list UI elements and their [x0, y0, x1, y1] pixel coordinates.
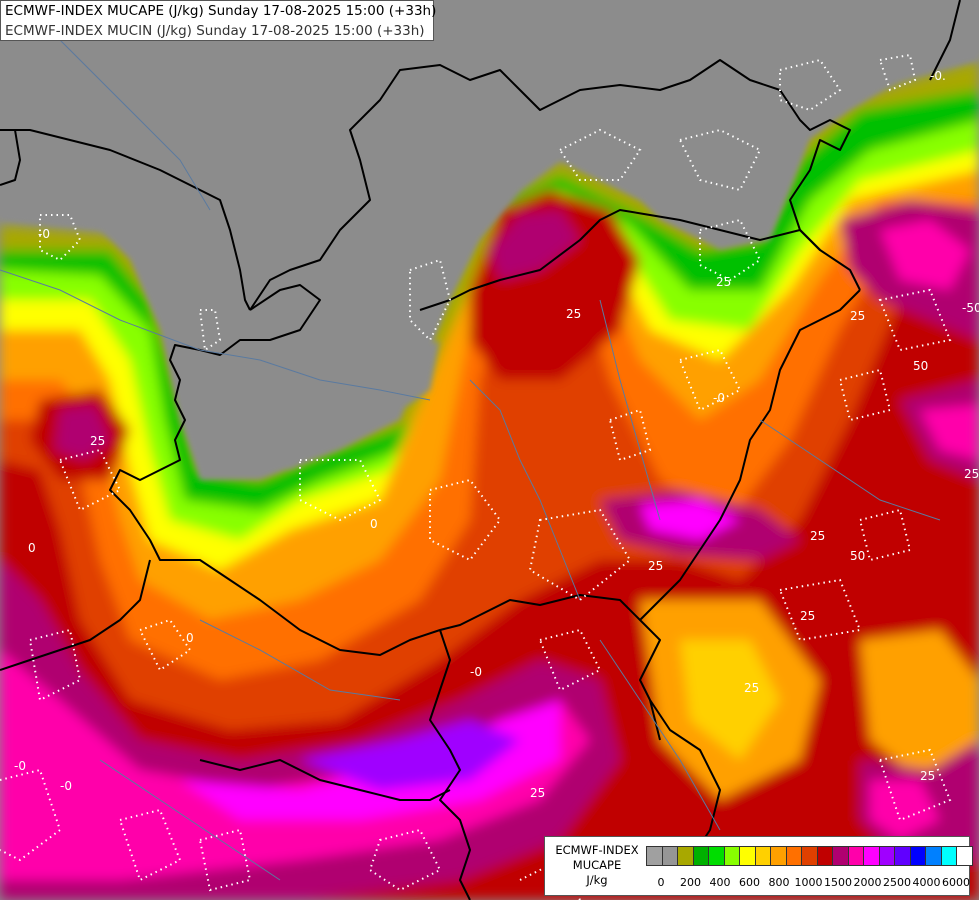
- legend-swatch: [661, 846, 678, 866]
- cin-label: 25: [920, 769, 935, 783]
- cin-label: 25: [800, 609, 815, 623]
- legend-swatch: [646, 846, 663, 866]
- legend-swatch: [754, 846, 771, 866]
- cin-label: 25: [964, 467, 979, 481]
- cin-label: -50: [962, 301, 979, 315]
- legend-swatch: [894, 846, 911, 866]
- rivers: [0, 39, 941, 881]
- legend-tick-label: 4000: [912, 876, 941, 889]
- legend-swatch: [956, 846, 973, 866]
- legend-line3: J/kg: [586, 873, 608, 887]
- map-title-box: ECMWF-INDEX MUCAPE (J/kg) Sunday 17-08-2…: [0, 0, 437, 41]
- cin-label: 25: [716, 275, 731, 289]
- legend-swatch: [770, 846, 787, 866]
- cin-label: -0: [713, 391, 725, 405]
- cin-label: 50: [913, 359, 928, 373]
- no-data-overlay: [0, 0, 979, 480]
- mucape-title: ECMWF-INDEX MUCAPE (J/kg) Sunday 17-08-2…: [5, 3, 437, 19]
- cape-field: [0, 60, 979, 900]
- legend-swatch: [847, 846, 864, 866]
- cin-label: 50: [850, 549, 865, 563]
- legend-swatch: [909, 846, 926, 866]
- cin-label: -0: [470, 665, 482, 679]
- cin-label: 25: [744, 681, 759, 695]
- cin-label: 0: [370, 517, 378, 531]
- legend-tick-label: 1000: [794, 876, 823, 889]
- legend-title: ECMWF-INDEX MUCAPE J/kg: [549, 843, 645, 888]
- legend-swatch: [723, 846, 740, 866]
- legend-tick-label: 2500: [883, 876, 911, 889]
- legend-swatch: [708, 846, 725, 866]
- cin-label: 25: [530, 786, 545, 800]
- legend-swatch: [940, 846, 957, 866]
- legend-swatch: [863, 846, 880, 866]
- cin-label: -0: [60, 779, 72, 793]
- mucin-title: ECMWF-INDEX MUCIN (J/kg) Sunday 17-08-20…: [5, 23, 425, 39]
- legend-swatch: [832, 846, 849, 866]
- cin-label: -0: [14, 759, 26, 773]
- legend-swatch: [878, 846, 895, 866]
- legend-swatch: [816, 846, 833, 866]
- cin-label: -0: [38, 227, 50, 241]
- cin-label: 25: [90, 434, 105, 448]
- cin-labels: -0 25 0 0 -0 25 -0 25 50 -0. -50 25 25 2…: [14, 69, 979, 800]
- cin-label: 25: [566, 307, 581, 321]
- legend-tick-label: 200: [680, 876, 701, 889]
- cin-label: 25: [810, 529, 825, 543]
- cin-label: -0.: [930, 69, 946, 83]
- legend-tick-label: 2000: [853, 876, 882, 889]
- legend-line1: ECMWF-INDEX: [555, 843, 639, 857]
- legend-tick-label: 0: [657, 876, 665, 889]
- legend-tick-label: 800: [768, 876, 790, 889]
- legend-tick-label: 400: [709, 876, 731, 889]
- cin-label: 25: [850, 309, 865, 323]
- legend-tick-label: 6000: [942, 876, 970, 889]
- legend-swatch: [692, 846, 709, 866]
- legend-tick-label: 600: [739, 876, 760, 889]
- legend-swatch: [801, 846, 818, 866]
- color-legend: ECMWF-INDEX MUCAPE J/kg 0 200 400 600 800 100…: [544, 836, 973, 896]
- legend-swatch: [739, 846, 756, 866]
- legend-swatch: [925, 846, 942, 866]
- legend-swatch: [785, 846, 802, 866]
- cin-label: 0: [186, 631, 194, 645]
- cin-label: 25: [648, 559, 663, 573]
- legend-swatch: [677, 846, 694, 866]
- legend-line2: MUCAPE: [572, 858, 622, 872]
- legend-tick-label: 1500: [824, 876, 852, 889]
- cin-label: 0: [28, 541, 36, 555]
